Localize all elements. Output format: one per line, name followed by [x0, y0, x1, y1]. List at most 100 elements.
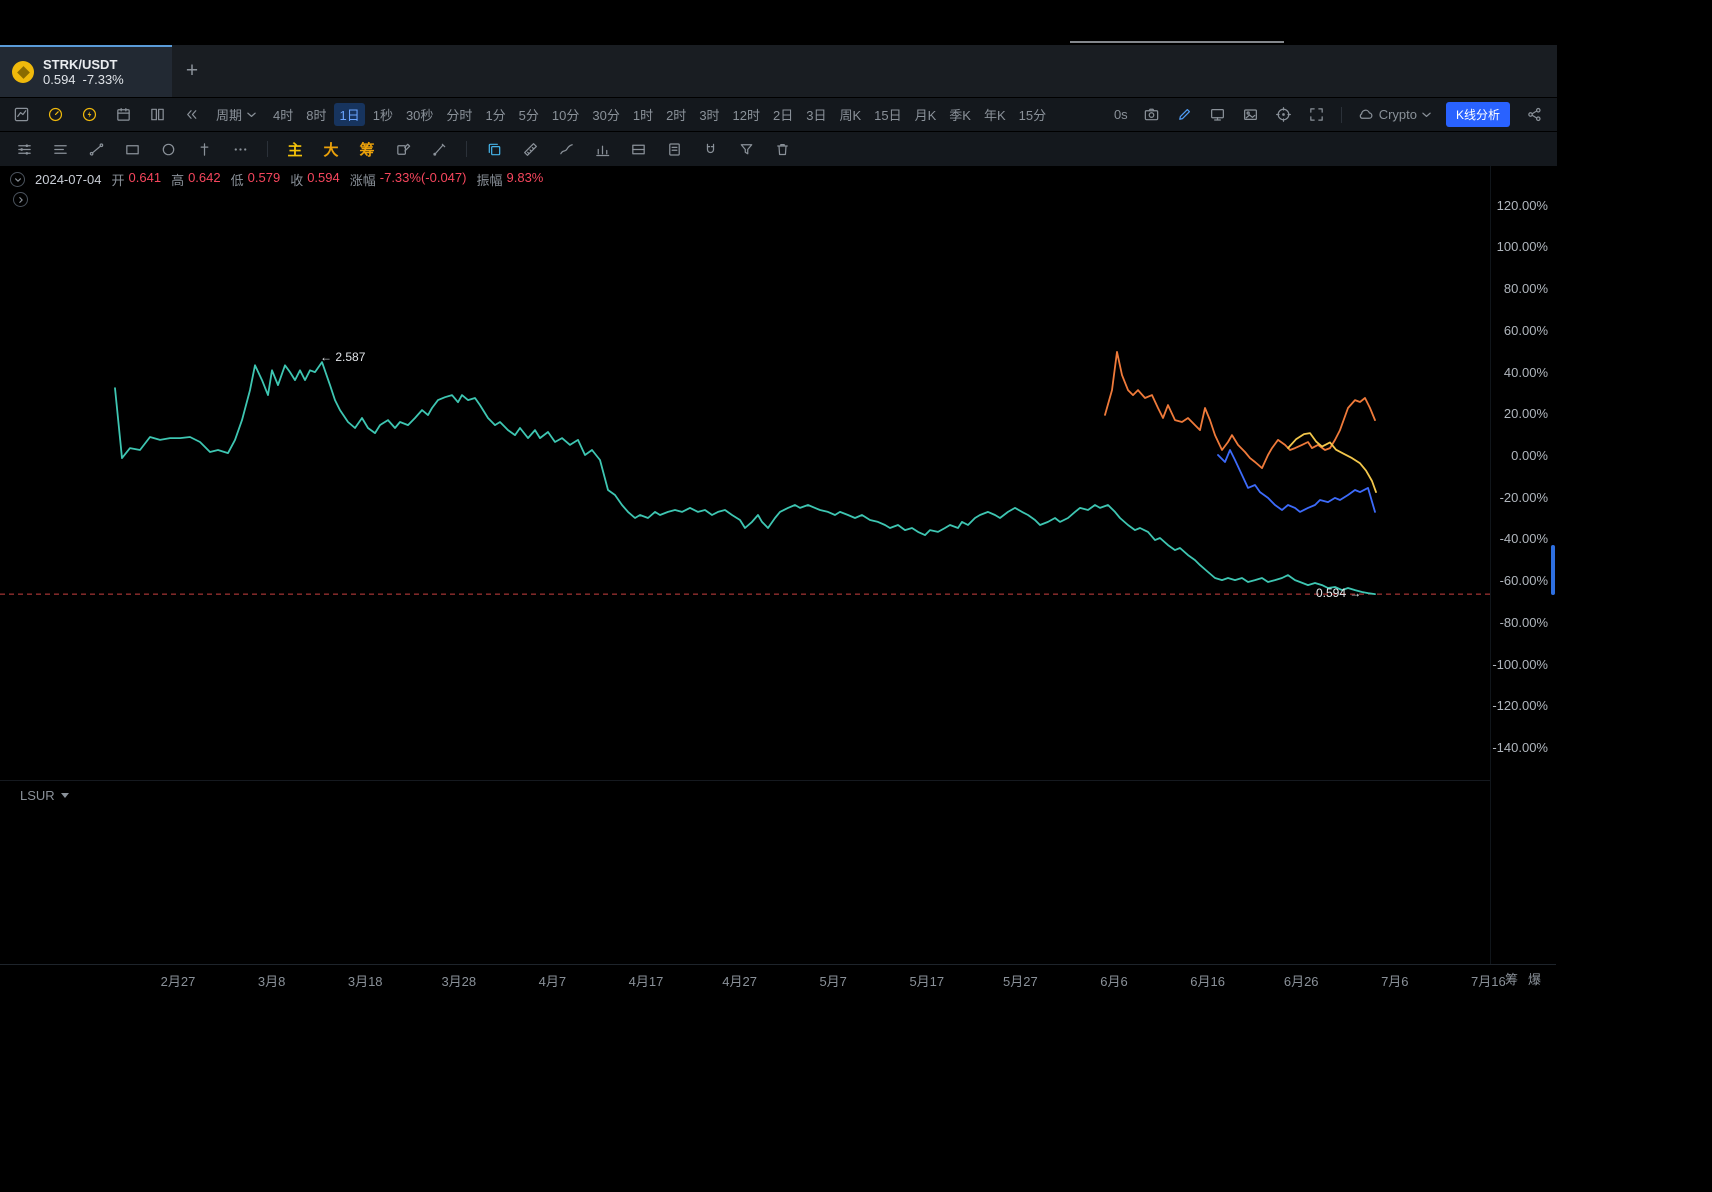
kline-edit-icon[interactable]	[394, 140, 412, 158]
crypto-dropdown-label: Crypto	[1378, 107, 1417, 122]
copy-icon[interactable]	[485, 140, 503, 158]
x-axis-label: 2月27	[160, 974, 196, 989]
brush-icon[interactable]	[430, 140, 448, 158]
period-button[interactable]: 1日	[334, 103, 365, 126]
period-button[interactable]: 3日	[806, 108, 827, 123]
monitor-icon[interactable]	[1209, 106, 1227, 124]
note-icon[interactable]	[665, 140, 683, 158]
image-icon[interactable]	[1242, 106, 1260, 124]
x-axis-label: 4月27	[722, 974, 757, 989]
x-axis-label: 6月26	[1283, 974, 1319, 989]
ohlc-info-bar: 2024-07-04 开 0.641 高 0.642 低 0.579 收 0.594 涨幅 -7.…	[10, 170, 543, 189]
tab-change: -7.33%	[82, 71, 124, 87]
x-axis-label: 7月6	[1381, 974, 1409, 989]
trash-icon[interactable]	[773, 140, 791, 158]
y-axis-label: -140.00%	[1492, 740, 1548, 756]
period-button[interactable]: 3时	[699, 108, 720, 123]
comparison-chart[interactable]	[0, 166, 1557, 992]
pane-scroll-handle[interactable]	[1551, 545, 1555, 595]
bars-icon[interactable]	[593, 140, 611, 158]
ohlc-field: 开 0.641	[111, 170, 162, 188]
y-axis-label: 20.00%	[1503, 406, 1548, 422]
period-button[interactable]: 年K	[983, 108, 1006, 123]
period-button[interactable]: 4时	[273, 108, 294, 123]
tab-strk-usdt[interactable]: STRK/USDT 0.594 -7.33%	[0, 45, 172, 97]
layout-grid-icon[interactable]	[148, 106, 166, 124]
crypto-dropdown[interactable]: Crypto	[1357, 106, 1431, 123]
chart-area[interactable]: 2024-07-04 开 0.641 高 0.642 低 0.579 收 0.594 涨幅 -7.…	[0, 166, 1557, 992]
chips-toggle-button[interactable]: 筹	[1504, 972, 1518, 987]
chevron-down-icon	[1422, 112, 1431, 117]
divider	[466, 141, 467, 157]
period-button[interactable]: 5分	[518, 108, 539, 123]
trendline-tool-icon[interactable]	[87, 140, 105, 158]
period-button[interactable]: 10分	[551, 108, 580, 123]
chevron-down-icon	[60, 793, 69, 798]
x-axis-label: 4月17	[628, 974, 664, 989]
kline-style-icon[interactable]	[12, 106, 30, 124]
period-button[interactable]: 8时	[306, 108, 327, 123]
ohlc-field: 收 0.594	[290, 170, 340, 188]
liquidation-toggle-button[interactable]: 爆	[1528, 972, 1542, 987]
x-axis-label: 3月18	[347, 974, 383, 989]
rectangle-tool-icon[interactable]	[123, 140, 141, 158]
price-axis[interactable]: 120.00% 100.00% 80.00% 60.00% 40.00% 20.00% 0.…	[1490, 166, 1556, 964]
pane-divider	[0, 780, 1490, 781]
period-button[interactable]: 月K	[914, 108, 937, 123]
kline-analysis-button[interactable]: K线分析	[1445, 102, 1510, 127]
menu-icon[interactable]	[51, 140, 69, 158]
pen-icon[interactable]	[557, 140, 575, 158]
period-button[interactable]: 2时	[666, 108, 687, 123]
indicator-sliders-icon[interactable]	[15, 140, 33, 158]
period-button[interactable]: 12时	[732, 108, 761, 123]
y-axis-label: 0.00%	[1511, 448, 1548, 463]
draw-pencil-icon[interactable]	[1176, 106, 1194, 124]
calendar-icon[interactable]	[114, 106, 132, 124]
period-button[interactable]: 1分	[485, 108, 506, 123]
period-button[interactable]: 1时	[632, 108, 654, 123]
period-button[interactable]: 30秒	[405, 108, 434, 123]
indicator-selector[interactable]: LSUR	[20, 788, 69, 803]
y-axis-label: 40.00%	[1503, 364, 1548, 380]
boost-icon[interactable]	[80, 106, 98, 124]
x-axis-label: 5月17	[909, 974, 945, 989]
candle-date: 2024-07-04	[35, 172, 102, 187]
peak-annotation: ← 2.587	[320, 350, 366, 364]
chips-button[interactable]: 筹	[359, 141, 375, 159]
main-chart-button[interactable]: 主	[287, 141, 303, 159]
period-button[interactable]: 周K	[839, 108, 862, 123]
box-icon[interactable]	[629, 140, 647, 158]
countdown-timer: 0s	[1113, 107, 1128, 122]
y-axis-label: -20.00%	[1499, 489, 1548, 505]
ruler-icon[interactable]	[521, 140, 539, 158]
period-button[interactable]: 分时	[446, 108, 473, 123]
period-button[interactable]: 1秒	[372, 108, 393, 123]
large-view-button[interactable]: 大	[323, 141, 339, 159]
new-tab-button[interactable]: +	[185, 59, 199, 82]
rewind-icon[interactable]	[182, 106, 200, 124]
period-button-group: 4时 8时 1日 1秒 30秒 分时 1分 5分 10分 30分 1时 2时 3时 12时 2日 3日 周K 15…	[268, 103, 1051, 126]
tab-price: 0.594	[43, 71, 76, 87]
fullscreen-icon[interactable]	[1308, 106, 1326, 124]
gauge-icon[interactable]	[46, 106, 64, 124]
period-button[interactable]: 15分	[1018, 108, 1047, 123]
tab-bar: STRK/USDT 0.594 -7.33% +	[0, 45, 1557, 97]
cross-tool-icon[interactable]	[195, 140, 213, 158]
magnet-icon[interactable]	[701, 140, 719, 158]
period-dropdown[interactable]: 周期	[216, 105, 256, 124]
period-button[interactable]: 15日	[874, 108, 902, 123]
collapse-panel-button[interactable]	[10, 172, 25, 187]
period-button[interactable]: 季K	[949, 108, 971, 123]
period-button[interactable]: 30分	[592, 108, 620, 123]
main-toolbar: 周期 4时 8时 1日 1秒 30秒 分时 1分 5分 10分 30分 1时 2时 3时 12时 2日 3日周…	[0, 97, 1557, 131]
time-axis[interactable]: 2月27 3月8 3月18 3月28 4月7 4月17 4月27 5月7 5月17 5月27 6月6…	[0, 964, 1506, 992]
more-icon[interactable]	[231, 140, 249, 158]
target-icon[interactable]	[1275, 106, 1293, 124]
period-button[interactable]: 2日	[773, 108, 794, 123]
share-icon[interactable]	[1525, 106, 1543, 124]
funnel-icon[interactable]	[737, 140, 755, 158]
expand-indicator-button[interactable]	[13, 192, 28, 207]
circle-tool-icon[interactable]	[159, 140, 177, 158]
camera-icon[interactable]	[1143, 106, 1161, 124]
